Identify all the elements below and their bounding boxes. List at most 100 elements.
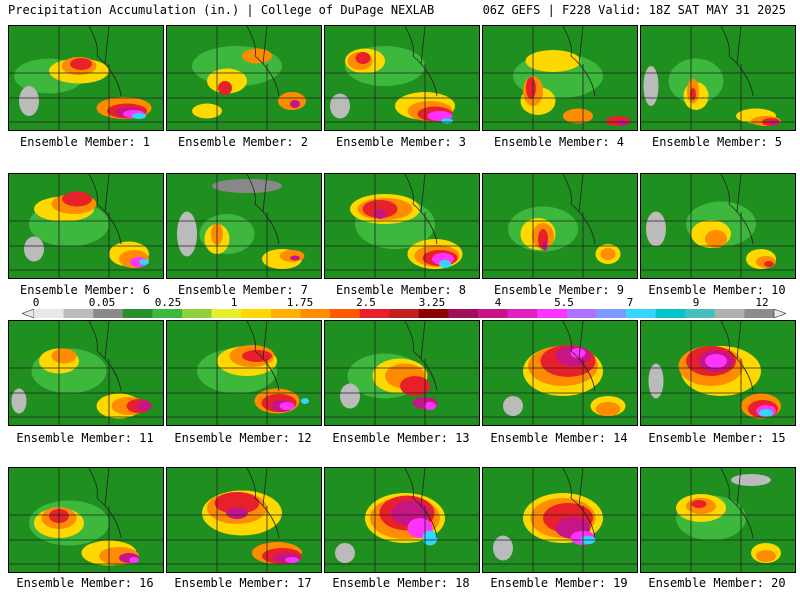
precip-contour (301, 398, 309, 404)
member-map-16 (8, 467, 164, 573)
colorbar-max-arrow (773, 309, 786, 318)
member-caption-16: Ensemble Member: 16 (16, 576, 154, 590)
state-boundary (262, 321, 268, 360)
member-caption-3: Ensemble Member: 3 (335, 135, 467, 149)
member-map-8 (324, 173, 480, 279)
precip-contour (525, 50, 581, 72)
river-line (246, 321, 280, 392)
member-caption-19: Ensemble Member: 19 (490, 576, 628, 590)
colorbar-tick-label: 0 (32, 296, 40, 309)
river-line (562, 468, 596, 539)
precip-contour (136, 401, 152, 411)
colorbar-tick-label: 5.5 (554, 296, 574, 309)
colorbar-swatch (507, 309, 538, 318)
member-map-20 (640, 467, 796, 573)
state-boundary (578, 174, 584, 213)
member-caption-9: Ensemble Member: 9 (493, 283, 625, 297)
precip-contour (285, 557, 299, 563)
member-caption-11: Ensemble Member: 11 (16, 431, 154, 445)
model-run-info: 06Z GEFS | F228 Valid: 18Z SAT MAY 31 20… (482, 3, 786, 17)
precip-contour (51, 348, 77, 364)
colorbar-swatch (566, 309, 597, 318)
precip-field-4 (483, 26, 637, 130)
member-map-17 (166, 467, 322, 573)
colorbar-swatch (93, 309, 124, 318)
member-caption-7: Ensemble Member: 7 (177, 283, 309, 297)
river-line (246, 26, 280, 97)
colorbar-swatch (270, 309, 301, 318)
precip-contour (340, 383, 360, 409)
state-boundary (104, 468, 110, 507)
precip-contour (705, 354, 727, 368)
precip-contour (441, 118, 453, 124)
precip-field-17 (167, 468, 321, 572)
colorbar-tick-label: 9 (692, 296, 700, 309)
precip-field-8 (325, 174, 479, 278)
member-map-7 (166, 173, 322, 279)
colorbar-swatch (211, 309, 242, 318)
precip-contour (132, 113, 146, 119)
river-line (404, 468, 438, 539)
colorbar-swatch (241, 309, 272, 318)
colorbar-swatch (359, 309, 390, 318)
state-boundary (104, 174, 110, 213)
colorbar-tick-label: 4 (494, 296, 502, 309)
precip-field-3 (325, 26, 479, 130)
precip-field-15 (641, 321, 795, 425)
colorbar-swatch (626, 309, 656, 318)
colorbar-swatch (330, 309, 360, 318)
precip-contour (643, 66, 659, 106)
precip-contour (427, 111, 453, 121)
colorbar-swatch (655, 309, 686, 318)
state-boundary (578, 26, 584, 65)
member-caption-4: Ensemble Member: 4 (493, 135, 625, 149)
river-line (562, 174, 596, 245)
precip-contour (279, 402, 295, 410)
precipitation-colorbar (22, 309, 786, 318)
member-caption-17: Ensemble Member: 17 (174, 576, 312, 590)
member-map-13 (324, 320, 480, 426)
state-boundary (262, 468, 268, 507)
member-caption-10: Ensemble Member: 10 (648, 283, 786, 297)
river-line (720, 468, 754, 539)
colorbar-tick-label: 3.25 (418, 296, 446, 309)
member-map-2 (166, 25, 322, 131)
state-boundary (420, 174, 426, 213)
member-map-19 (482, 467, 638, 573)
precip-contour (218, 81, 232, 95)
precip-contour (770, 120, 778, 126)
member-map-15 (640, 320, 796, 426)
precip-contour (139, 259, 149, 265)
precip-contour (62, 191, 92, 207)
member-map-3 (324, 25, 480, 131)
colorbar-tick-label: 7 (626, 296, 634, 309)
state-boundary (104, 26, 110, 65)
state-boundary (104, 321, 110, 360)
colorbar-tick-label: 0.05 (88, 296, 116, 309)
state-boundary (736, 26, 742, 65)
precip-field-19 (483, 468, 637, 572)
colorbar-swatch (596, 309, 627, 318)
river-line (720, 321, 754, 392)
colorbar-swatch (34, 309, 64, 318)
state-boundary (420, 321, 426, 360)
precip-contour (177, 211, 197, 257)
state-boundary (262, 26, 268, 65)
precip-field-1 (9, 26, 163, 130)
state-boundary (736, 174, 742, 213)
precip-field-20 (641, 468, 795, 572)
precip-contour (424, 402, 436, 410)
colorbar-tick-label: 2.5 (356, 296, 376, 309)
member-caption-14: Ensemble Member: 14 (490, 431, 628, 445)
state-boundary (420, 26, 426, 65)
precip-field-5 (641, 26, 795, 130)
colorbar-swatch (122, 309, 153, 318)
precip-contour (600, 248, 616, 260)
member-map-6 (8, 173, 164, 279)
precip-contour (242, 48, 272, 64)
precip-contour (503, 396, 523, 416)
river-line (88, 468, 122, 539)
precip-contour (290, 100, 300, 108)
colorbar-swatch (744, 309, 775, 318)
precip-contour (212, 179, 282, 193)
